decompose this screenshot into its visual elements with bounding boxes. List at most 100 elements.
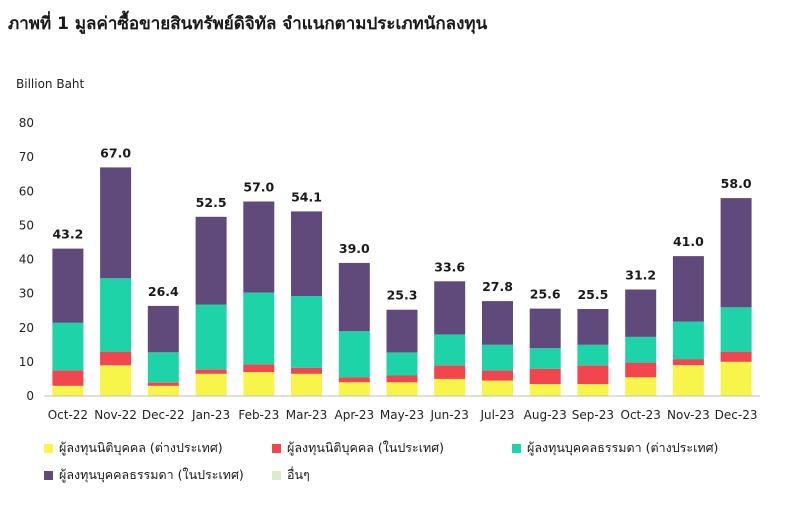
legend-item: ผู้ลงทุนบุคคลธรรมดา (ในประเทศ): [44, 465, 244, 485]
bar-segment: [434, 365, 466, 379]
legend-label: ผู้ลงทุนนิติบุคคล (ในประเทศ): [287, 440, 445, 455]
y-tick-label: 30: [19, 287, 34, 301]
legend-item: ผู้ลงทุนนิติบุคคล (ต่างประเทศ): [44, 438, 223, 458]
total-data-label: 26.4: [148, 284, 179, 299]
page-title: ภาพที่ 1 มูลค่าซื้อขายสินทรัพย์ดิจิทัล จ…: [8, 14, 488, 34]
total-data-label: 52.5: [196, 195, 227, 210]
bar-segment: [434, 281, 466, 335]
x-tick-label: Jun-23: [430, 408, 469, 422]
legend-label: ผู้ลงทุนบุคคลธรรมดา (ในประเทศ): [59, 467, 244, 482]
bar-segment: [291, 296, 322, 368]
stacked-bar-chart: Billion Baht 0 10 20 30 40 50 60 70 80 43.2 67.0 2…: [16, 77, 760, 422]
bar-segment: [195, 216, 227, 305]
legend-swatch: [44, 470, 53, 480]
x-tick-label: Mar-23: [286, 408, 327, 422]
legend-item: อื่นๆ: [272, 465, 310, 485]
total-data-label: 41.0: [673, 234, 704, 249]
bar-segment: [147, 352, 179, 383]
bar-segment: [100, 351, 132, 366]
bar-segment: [386, 352, 418, 376]
legend-swatch: [272, 443, 281, 453]
legend-swatch: [512, 443, 521, 453]
bar-segment: [577, 365, 609, 385]
bar-segment: [529, 368, 561, 385]
y-tick-label: 60: [19, 184, 34, 198]
bar-segment: [52, 248, 84, 323]
bar-segment: [338, 262, 370, 332]
total-data-label: 58.0: [721, 176, 752, 191]
legend-label: อื่นๆ: [287, 467, 310, 482]
bar-segment: [243, 364, 275, 373]
x-tick-label: May-23: [380, 408, 424, 422]
legend-label: ผู้ลงทุนบุคคลธรรมดา (ต่างประเทศ): [527, 440, 719, 455]
bar-segment: [243, 292, 275, 365]
bar-segment: [195, 304, 227, 370]
x-tick-label: Dec-23: [715, 408, 758, 422]
bar-segment: [625, 362, 657, 378]
total-data-label: 25.3: [387, 288, 418, 303]
bar-segment: [291, 367, 322, 374]
y-tick-label: 40: [19, 253, 34, 267]
bar-segment: [291, 211, 322, 296]
x-tick-label: Oct-23: [621, 408, 661, 422]
bar-segment: [720, 351, 752, 362]
bar-segment: [386, 382, 418, 396]
x-tick-label: Jan-23: [191, 408, 230, 422]
y-axis-label: Billion Baht: [16, 77, 85, 91]
bar-segment: [529, 308, 561, 349]
bar-segment: [147, 305, 179, 353]
total-data-label: 54.1: [291, 189, 322, 204]
x-tick-label: Apr-23: [335, 408, 375, 422]
bar-segment: [434, 334, 466, 366]
bar-segment: [386, 375, 418, 383]
y-tick-label: 50: [19, 218, 34, 232]
y-tick-label: 0: [26, 389, 34, 403]
total-data-label: 33.6: [434, 259, 465, 274]
bar-segment: [243, 372, 275, 396]
total-data-label: 31.2: [625, 268, 656, 283]
y-tick-label: 10: [19, 355, 34, 369]
total-data-label: 67.0: [100, 145, 131, 160]
bar-segment: [720, 307, 752, 352]
bar-segment: [100, 365, 132, 396]
bar-segment: [482, 370, 513, 381]
bar-segment: [100, 278, 132, 352]
x-tick-label: Nov-23: [667, 408, 710, 422]
bar-segment: [195, 369, 227, 374]
x-tick-label: Aug-23: [524, 408, 567, 422]
bar-segment: [52, 322, 84, 371]
bar-segment: [434, 378, 466, 396]
x-tick-label: Feb-23: [238, 408, 279, 422]
y-tick-label: 20: [19, 321, 34, 335]
bar-segment: [338, 331, 370, 378]
bar-segment: [338, 382, 370, 396]
bar-segment: [672, 359, 704, 366]
total-data-label: 43.2: [52, 227, 83, 242]
total-data-label: 27.8: [482, 279, 513, 294]
legend-swatch: [44, 443, 53, 453]
bar-segment: [720, 198, 752, 308]
bar-segment: [625, 289, 657, 337]
bar-segment: [147, 385, 179, 396]
bar-segment: [625, 377, 657, 396]
bar-segment: [529, 384, 561, 396]
legend-swatch: [272, 470, 281, 480]
total-data-label: 39.0: [339, 241, 370, 256]
bar-segment: [52, 370, 84, 386]
legend-item: ผู้ลงทุนนิติบุคคล (ในประเทศ): [272, 438, 444, 458]
bar-segment: [577, 384, 609, 396]
legend-item: ผู้ลงทุนบุคคลธรรมดา (ต่างประเทศ): [512, 438, 718, 458]
bar-segment: [625, 337, 657, 363]
bar-segment: [720, 361, 752, 396]
bar-segment: [386, 309, 418, 353]
y-tick-label: 80: [19, 116, 34, 130]
legend-label: ผู้ลงทุนนิติบุคคล (ต่างประเทศ): [59, 440, 223, 455]
bar-segment: [672, 256, 704, 322]
bar-segment: [577, 309, 609, 345]
bar-segment: [482, 301, 513, 345]
x-tick-label: Jul-23: [479, 408, 514, 422]
total-data-label: 25.5: [577, 287, 608, 302]
bar-segment: [338, 377, 370, 383]
total-data-label: 25.6: [530, 287, 561, 302]
y-tick-label: 70: [19, 150, 34, 164]
